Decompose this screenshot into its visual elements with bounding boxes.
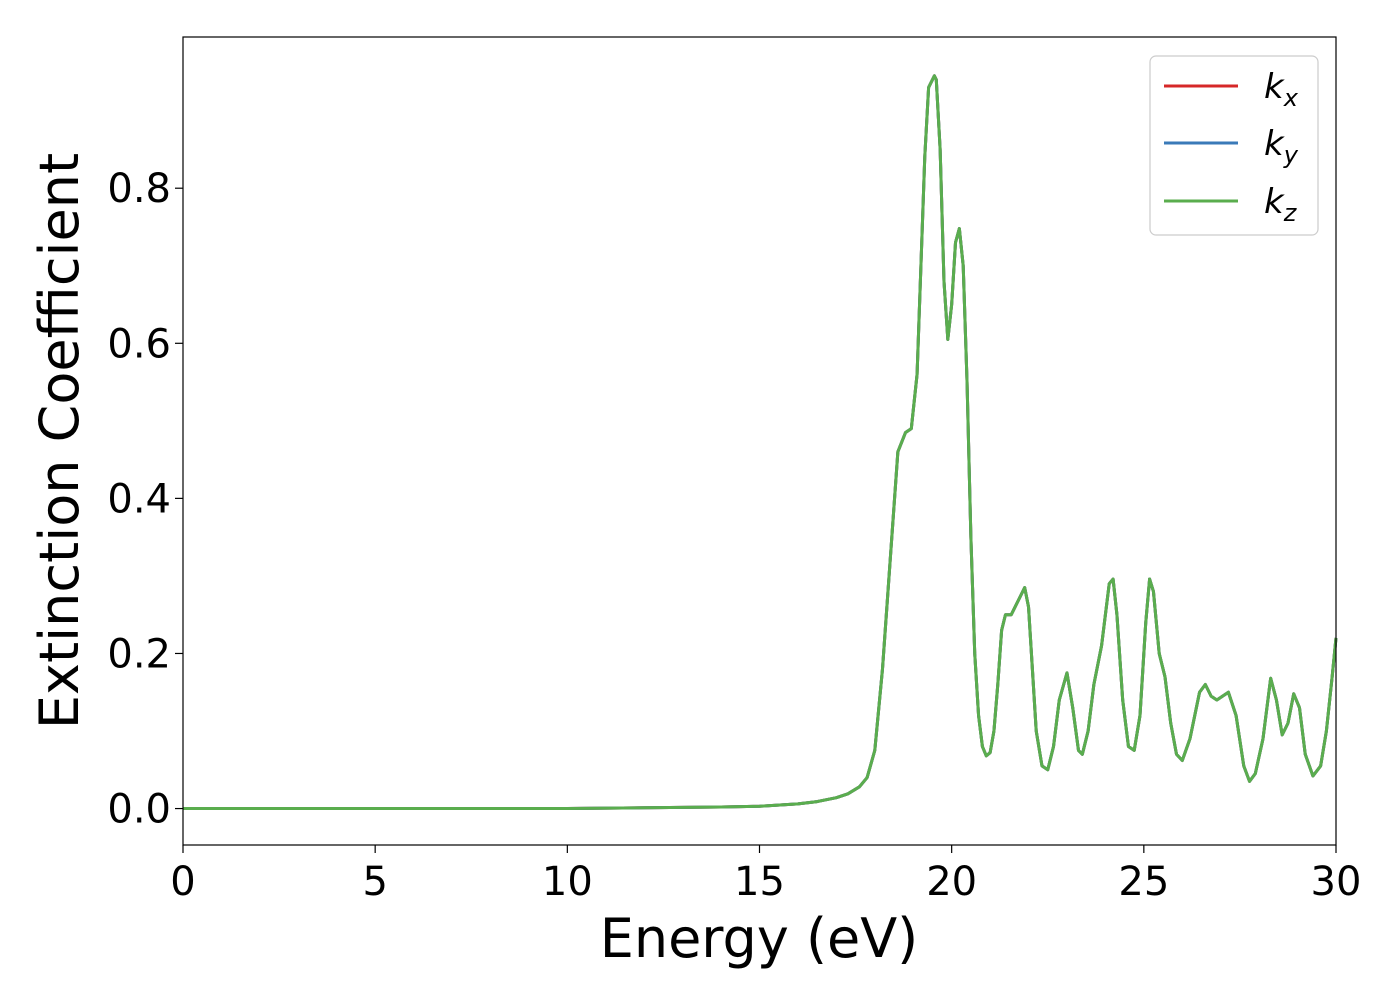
x-tick-label: 30 [1311,859,1362,905]
series-line-kz [183,74,1338,811]
x-tick-label: 15 [734,859,785,905]
x-axis-label: Energy (eV) [600,907,919,970]
x-axis-ticks: 0 5 10 15 20 25 30 [170,845,1361,905]
y-tick-label: 0.4 [107,476,171,522]
legend-label-kx: kx [1264,67,1299,112]
legend: kx ky kz [1149,55,1319,236]
y-axis-label: Extinction Coefficient [28,153,91,729]
x-tick-label: 10 [542,859,593,905]
y-tick-label: 0.2 [107,631,171,677]
y-tick-label: 0.0 [107,787,171,833]
x-tick-label: 0 [170,859,195,905]
legend-label-kz: kz [1264,182,1298,227]
y-tick-label: 0.8 [107,166,171,212]
x-tick-label: 5 [362,859,387,905]
legend-label-ky: ky [1264,124,1299,169]
x-tick-label: 20 [926,859,977,905]
legend-box [1149,55,1319,236]
y-axis-ticks: 0.0 0.2 0.4 0.6 0.8 [107,166,183,833]
y-tick-label: 0.6 [107,321,171,367]
x-tick-label: 25 [1118,859,1169,905]
plot-lines [183,74,1338,811]
